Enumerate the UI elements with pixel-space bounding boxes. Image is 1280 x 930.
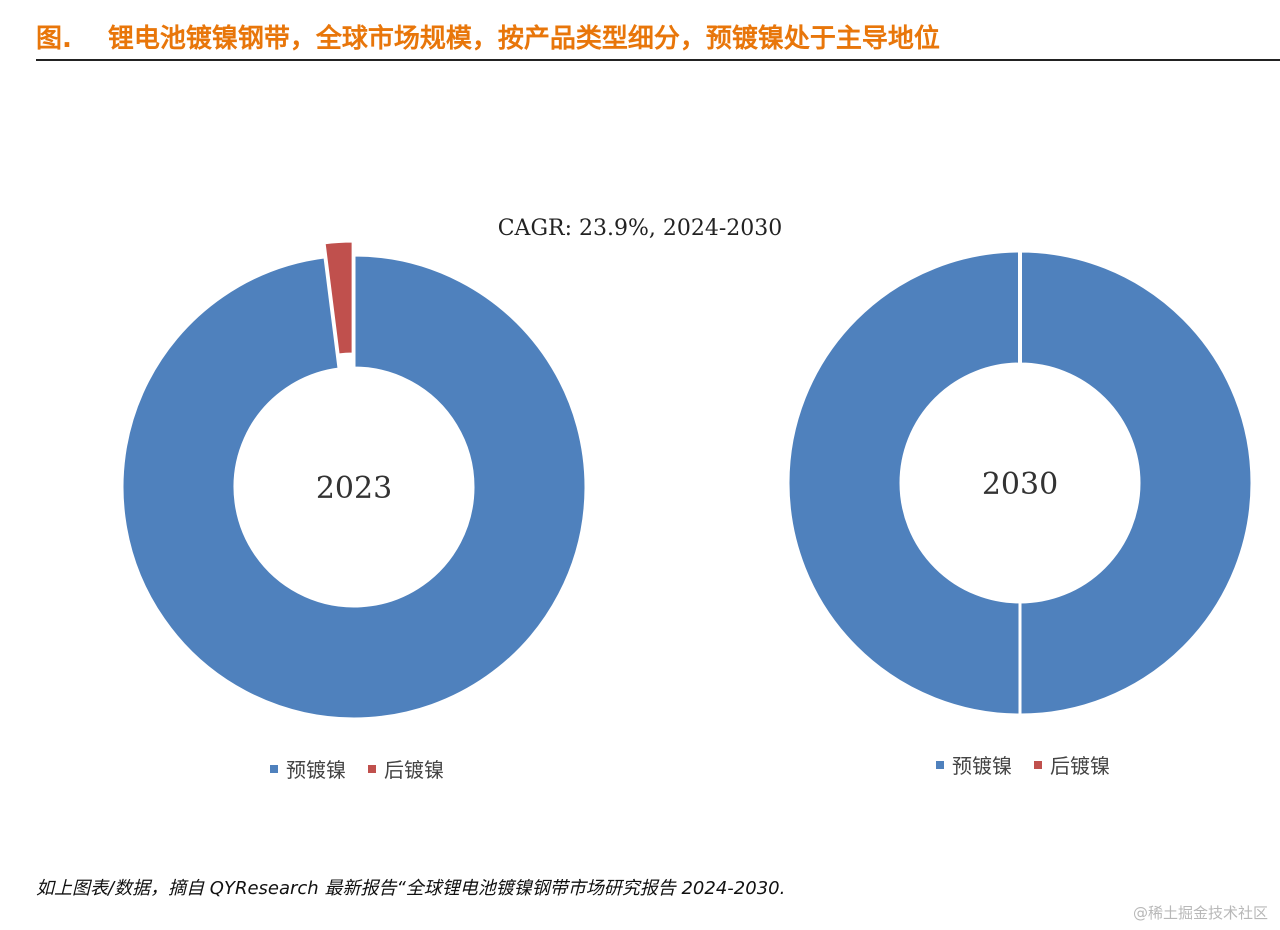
legend-item: 后镀镍 [1034,750,1110,779]
legend-2030: 预镀镍 后镀镍 [936,750,1132,779]
legend-label: 预镀镍 [286,758,346,782]
figure-label: 图. [36,24,72,54]
legend-item: 预镀镍 [270,754,346,783]
donut-slice-2030-pre-plated [786,249,1254,717]
legend-swatch [936,760,944,769]
legend-swatch [1034,760,1042,769]
legend-2023: 预镀镍 后镀镍 [270,754,466,783]
figure-title: 图. 锂电池镀镍钢带，全球市场规模，按产品类型细分，预镀镍处于主导地位 [36,18,940,55]
legend-swatch [270,764,278,773]
legend-label: 预镀镍 [952,754,1012,778]
legend-item: 预镀镍 [936,750,1012,779]
legend-item: 后镀镍 [368,754,444,783]
title-divider [36,59,1280,61]
legend-swatch [368,764,376,773]
legend-label: 后镀镍 [1050,754,1110,778]
cagr-annotation: CAGR: 23.9%, 2024-2030 [497,216,783,241]
legend-label: 后镀镍 [384,758,444,782]
watermark: @稀土掘金技术社区 [1132,904,1268,922]
donut-slice-2023-pre-plated [120,253,588,721]
donut-center-label: 2023 [316,471,392,506]
source-note: 如上图表/数据，摘自 QYResearch 最新报告“全球锂电池镀镍钢带市场研究… [36,878,786,899]
donut-center-label: 2030 [982,467,1058,502]
donut-slice-2023-post-plated [322,239,355,357]
figure-title-text: 锂电池镀镍钢带，全球市场规模，按产品类型细分，预镀镍处于主导地位 [107,24,940,54]
